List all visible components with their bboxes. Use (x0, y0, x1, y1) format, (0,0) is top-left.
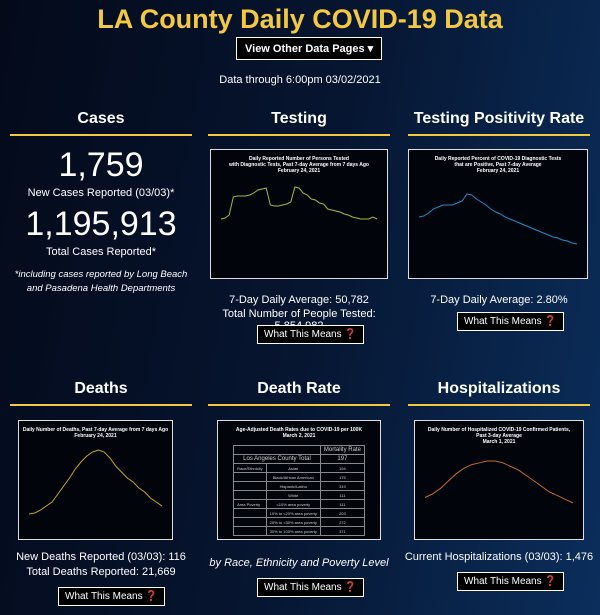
table-cell (233, 481, 267, 491)
positivity-heading: Testing Positivity Rate (408, 110, 590, 136)
table-cell: 203 (319, 508, 365, 518)
table-cell: 111 (319, 499, 365, 509)
table-cell (233, 526, 267, 536)
deaths-line (28, 449, 163, 515)
deaths-chart-image[interactable]: Daily Number of Deaths, Past 7-day Avera… (18, 420, 173, 540)
deaths-chart-plot (28, 449, 163, 515)
table-row: Area Poverty <10% area poverty 111 (233, 499, 365, 509)
deaths-new: New Deaths Reported (03/03): 116 (16, 551, 186, 563)
total-label: Los Angeles County Total (233, 454, 321, 464)
table-row: 20% to <30% area poverty 272 (233, 517, 365, 527)
hospital-chart-plot (424, 460, 574, 504)
table-row: White 111 (233, 490, 365, 500)
deaths-heading: Deaths (10, 380, 192, 406)
new-cases-value: 1,759 (58, 146, 144, 184)
testing-section: Testing (208, 110, 390, 136)
table-cell: 30% to 100% area poverty (265, 526, 321, 536)
death-rate-caption: by Race, Ethnicity and Poverty Level (209, 557, 389, 569)
testing-what-this-means-button[interactable]: What This Means ❓ (257, 325, 364, 344)
testing-line (220, 186, 378, 220)
table-cell: Asian (265, 463, 321, 473)
hospital-chart-image[interactable]: Daily Number of Hospitalized COVID-19 Co… (414, 420, 584, 540)
deaths-chart-title: Daily Number of Deaths, Past 7-day Avera… (22, 427, 169, 439)
table-row: Race/Ethnicity Asian 194 (233, 463, 365, 473)
new-cases-label: New Cases Reported (03/03)* (27, 187, 175, 199)
table-cell: <10% area poverty (265, 499, 321, 509)
death-rate-title: Age-Adjusted Death Rates due to COVID-19… (235, 427, 363, 439)
table-cell: Area Poverty (233, 499, 267, 509)
death-rate-section: Death Rate (208, 380, 390, 406)
data-through-text: Data through 6:00pm 03/02/2021 (219, 74, 381, 86)
table-cell: Black/African American (265, 472, 321, 482)
table-cell: 111 (319, 490, 365, 500)
cases-heading: Cases (10, 110, 192, 136)
death-rate-table: Mortality Rate Los Angeles County Total 1… (233, 445, 365, 536)
cases-note: *including cases reported by Long Beach … (14, 269, 188, 294)
hospital-heading: Hospitalizations (408, 380, 590, 406)
testing-avg: 7-Day Daily Average: 50,782 (229, 294, 369, 306)
col-header: Mortality Rate (319, 445, 365, 455)
hospital-what-this-means-button[interactable]: What This Means ❓ (457, 572, 564, 591)
table-cell (233, 517, 267, 527)
table-cell (233, 508, 267, 518)
view-other-data-pages-button[interactable]: View Other Data Pages ▾ (236, 37, 383, 60)
total-cases-value: 1,195,913 (25, 205, 177, 243)
hospital-line (424, 460, 574, 504)
table-row: 30% to 100% area poverty 371 (233, 526, 365, 536)
table-cell: Race/Ethnicity (233, 463, 267, 473)
table-row: 10% to <20% area poverty 203 (233, 508, 365, 518)
table-cell: 175 (319, 472, 365, 482)
total-cases-label: Total Cases Reported* (45, 246, 157, 258)
total-value: 197 (319, 454, 365, 464)
table-cell: White (265, 490, 321, 500)
positivity-what-this-means-button[interactable]: What This Means ❓ (457, 312, 564, 331)
table-row: Hispanic/Latino 319 (233, 481, 365, 491)
testing-chart-image[interactable]: Daily Reported Number of Persons Tested … (210, 149, 388, 279)
table-cell: Hispanic/Latino (265, 481, 321, 491)
table-cell: 319 (319, 481, 365, 491)
page-title: LA County Daily COVID-19 Data (97, 4, 503, 34)
hospital-current: Current Hospitalizations (03/03): 1,476 (404, 551, 594, 563)
death-rate-what-this-means-button[interactable]: What This Means ❓ (257, 578, 364, 597)
cases-section: Cases 1,759 New Cases Reported (03/03)* … (10, 110, 192, 296)
death-rate-heading: Death Rate (208, 380, 390, 406)
deaths-total: Total Deaths Reported: 21,669 (26, 566, 176, 578)
positivity-chart-plot (418, 193, 578, 245)
testing-chart-title: Daily Reported Number of Persons Tested … (229, 156, 369, 174)
deaths-section: Deaths (10, 380, 192, 406)
table-cell (233, 490, 267, 500)
table-cell: 371 (319, 526, 365, 536)
deaths-what-this-means-button[interactable]: What This Means ❓ (58, 587, 165, 606)
testing-heading: Testing (208, 110, 390, 136)
positivity-chart-title: Daily Reported Percent of COVID-19 Diagn… (434, 156, 562, 174)
table-cell (233, 472, 267, 482)
hospital-chart-title: Daily Number of Hospitalized COVID-19 Co… (427, 427, 571, 445)
death-rate-table-image[interactable]: Age-Adjusted Death Rates due to COVID-19… (217, 420, 381, 540)
positivity-line (418, 193, 578, 245)
hospital-section: Hospitalizations (408, 380, 590, 406)
table-cell: 20% to <30% area poverty (265, 517, 321, 527)
table-cell: 194 (319, 463, 365, 473)
positivity-section: Testing Positivity Rate (408, 110, 590, 136)
table-cell: 272 (319, 517, 365, 527)
table-cell: 10% to <20% area poverty (265, 508, 321, 518)
testing-chart-plot (220, 186, 378, 220)
positivity-chart-image[interactable]: Daily Reported Percent of COVID-19 Diagn… (408, 149, 588, 279)
positivity-avg: 7-Day Daily Average: 2.80% (430, 294, 568, 306)
table-row: Black/African American 175 (233, 472, 365, 482)
